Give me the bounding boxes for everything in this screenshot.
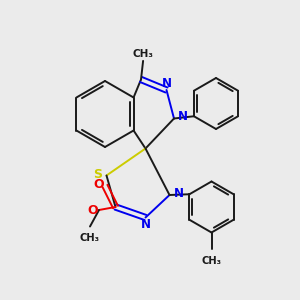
Text: O: O [87, 203, 98, 217]
Text: CH₃: CH₃ [202, 256, 221, 266]
Text: S: S [94, 167, 103, 181]
Text: CH₃: CH₃ [133, 49, 154, 59]
Text: N: N [178, 110, 188, 124]
Text: N: N [162, 77, 172, 90]
Text: O: O [94, 178, 104, 191]
Text: CH₃: CH₃ [80, 233, 100, 243]
Text: N: N [173, 187, 184, 200]
Text: N: N [140, 218, 151, 231]
